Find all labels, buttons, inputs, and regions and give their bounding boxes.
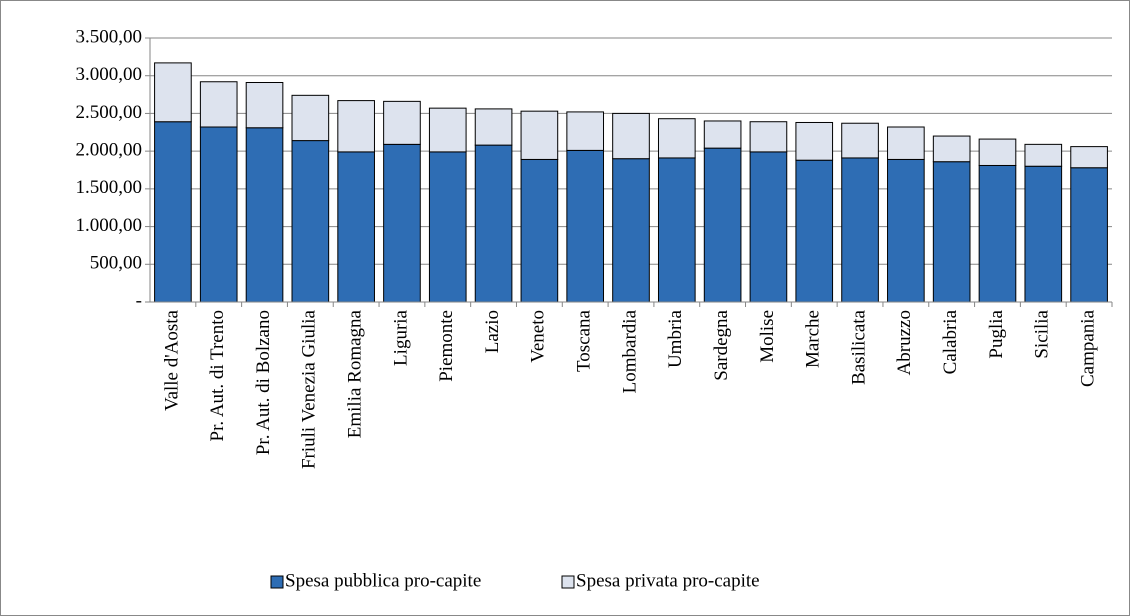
bar-segment (795, 121, 834, 161)
bar-segment (337, 100, 375, 153)
x-tick-label: Basilicata (848, 309, 869, 384)
bar-segment (1024, 165, 1063, 303)
x-tick-label: Molise (757, 310, 778, 363)
bar-segment (887, 158, 925, 303)
y-tick-label: 500,00 (90, 253, 142, 274)
x-tick-label: Toscana (574, 309, 595, 372)
y-tick-label: 1.000,00 (76, 215, 143, 236)
bar-segment (566, 149, 605, 303)
bar-segment (245, 127, 284, 303)
y-tick-label: 2.500,00 (76, 102, 143, 123)
x-tick-label: Emilia Romagna (345, 309, 366, 438)
bar-segment (978, 138, 1017, 166)
x-tick-label: Campania (1077, 309, 1098, 387)
x-tick-label: Veneto (528, 310, 549, 363)
x-tick-label: Marche (803, 310, 824, 368)
x-tick-label: Lombardia (619, 309, 640, 393)
bar-segment (428, 151, 467, 303)
bar-segment (749, 121, 788, 153)
x-tick-label: Pr. Aut. di Bolzano (253, 310, 274, 455)
bar-segment (428, 107, 467, 153)
bar-segment (841, 122, 879, 159)
bar-segment (337, 151, 375, 303)
bar-segment (291, 94, 330, 142)
legend-label: Spesa pubblica pro-capite (285, 570, 481, 591)
bar-segment (932, 161, 971, 303)
bar-segment (612, 158, 650, 303)
y-tick-label: - (136, 290, 142, 311)
bar-segment (1070, 167, 1108, 303)
x-tick-label: Umbria (665, 309, 686, 368)
bar-segment (245, 82, 284, 129)
bar-segment (383, 143, 421, 303)
x-tick-label: Calabria (940, 309, 961, 374)
x-tick-label: Abruzzo (894, 310, 915, 375)
bar-segment (795, 159, 834, 303)
legend-swatch (561, 575, 575, 589)
x-tick-label: Liguria (390, 309, 411, 365)
y-tick-label: 3.500,00 (76, 26, 143, 47)
bar-segment (566, 111, 605, 151)
x-tick-label: Lazio (482, 310, 503, 353)
bar-segment (199, 81, 238, 128)
bar-segment (703, 120, 742, 149)
x-tick-label: Friuli Venezia Giulia (299, 309, 320, 469)
bar-segment (199, 126, 238, 303)
bar-segment (1024, 143, 1063, 167)
bar-segment (520, 110, 559, 160)
bar-segment (474, 108, 513, 146)
bar-segment (612, 112, 650, 160)
y-tick-label: 3.000,00 (76, 64, 143, 85)
legend-swatch (270, 575, 284, 589)
bar-segment (154, 62, 192, 123)
bar-segment (154, 121, 192, 303)
bar-segment (657, 118, 696, 159)
bar-segment (474, 144, 513, 303)
x-tick-label: Sicilia (1032, 309, 1053, 358)
legend-label: Spesa privata pro-capite (576, 570, 760, 591)
bar-segment (657, 157, 696, 303)
x-tick-label: Piemonte (436, 310, 457, 382)
bar-segment (520, 158, 559, 303)
x-tick-label: Valle d'Aosta (161, 309, 182, 411)
bar-segment (887, 126, 925, 160)
bar-segment (703, 147, 742, 303)
x-tick-label: Sardegna (711, 309, 732, 380)
bar-segment (978, 164, 1017, 303)
bar-segment (932, 135, 971, 163)
x-tick-label: Pr. Aut. di Trento (207, 310, 228, 441)
y-tick-label: 1.500,00 (76, 177, 143, 198)
bar-segment (841, 157, 879, 303)
bar-segment (383, 100, 421, 145)
x-tick-label: Puglia (986, 309, 1007, 358)
bar-segment (749, 151, 788, 303)
bar-segment (1070, 146, 1108, 169)
bar-segment (291, 140, 330, 303)
y-tick-label: 2.000,00 (76, 140, 143, 161)
